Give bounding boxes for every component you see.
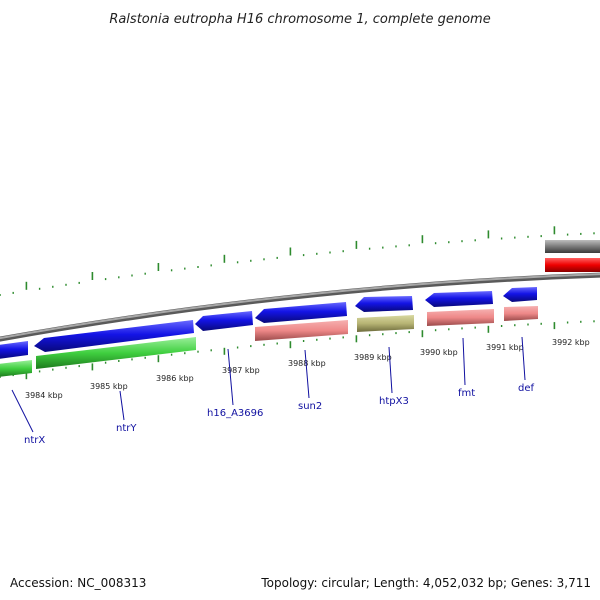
gene-leader-lines bbox=[11, 336, 526, 433]
lower-tick-row bbox=[0, 320, 595, 380]
kbp-label: 3991 kbp bbox=[486, 343, 524, 352]
upper-tick-row bbox=[0, 226, 595, 296]
cds-row-blue bbox=[0, 287, 537, 359]
gene-label-sun2: sun2 bbox=[298, 401, 322, 412]
map-title: Ralstonia eutropha H16 chromosome 1, com… bbox=[109, 12, 490, 27]
category-green-1 bbox=[0, 360, 32, 377]
cds-h16_A3696 bbox=[195, 311, 253, 331]
kbp-scale: 3984 kbp 3985 kbp 3986 kbp 3987 kbp 3988… bbox=[25, 338, 590, 400]
kbp-label: 3988 kbp bbox=[288, 359, 326, 368]
category-pink-1 bbox=[255, 320, 348, 341]
cds-htpX3 bbox=[355, 296, 413, 312]
gene-label-def: def bbox=[518, 383, 535, 394]
gene-label-ntrY: ntrY bbox=[116, 423, 137, 434]
kbp-label: 3990 kbp bbox=[420, 348, 458, 357]
kbp-label: 3984 kbp bbox=[25, 391, 63, 400]
genome-backbone bbox=[0, 272, 600, 342]
category-olive bbox=[357, 315, 414, 332]
kbp-label: 3989 kbp bbox=[354, 353, 392, 362]
gene-label-ntrX: ntrX bbox=[24, 435, 45, 446]
kbp-label: 3986 kbp bbox=[156, 374, 194, 383]
cds-fmt bbox=[425, 291, 493, 307]
kbp-label: 3992 kbp bbox=[552, 338, 590, 347]
accession-text: Accession: NC_008313 bbox=[10, 576, 147, 590]
category-green-2 bbox=[36, 337, 196, 369]
category-row bbox=[0, 306, 538, 377]
kbp-label: 3987 kbp bbox=[222, 366, 260, 375]
gene-labels: ntrX ntrY h16_A3696 sun2 htpX3 fmt def bbox=[24, 383, 535, 446]
gene-label-fmt: fmt bbox=[458, 388, 475, 399]
genome-summary-text: Topology: circular; Length: 4,052,032 bp… bbox=[261, 576, 591, 590]
gene-label-h16_A3696: h16_A3696 bbox=[207, 408, 263, 419]
cds-ntrX bbox=[0, 341, 28, 359]
feature-red bbox=[545, 258, 600, 272]
feature-gray bbox=[545, 240, 600, 253]
category-pink-3 bbox=[504, 306, 538, 321]
kbp-label: 3985 kbp bbox=[90, 382, 128, 391]
gene-label-htpX3: htpX3 bbox=[379, 396, 409, 407]
cds-ntrY bbox=[34, 320, 194, 352]
cds-sun2 bbox=[255, 302, 347, 323]
cds-def bbox=[503, 287, 537, 302]
category-pink-2 bbox=[427, 309, 494, 326]
